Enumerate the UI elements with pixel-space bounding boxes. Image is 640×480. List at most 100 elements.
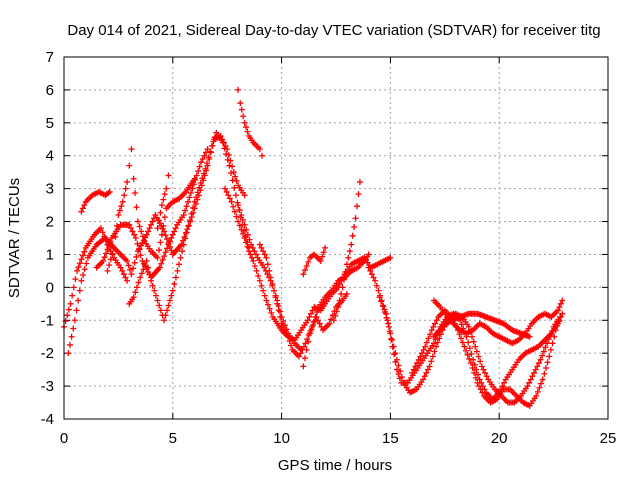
data-point: [163, 245, 170, 252]
data-point: [330, 317, 337, 324]
data-point: [168, 292, 175, 299]
series-track-15: [409, 307, 564, 409]
data-point: [179, 237, 186, 244]
data-point: [268, 309, 275, 316]
series-track-10: [256, 241, 372, 360]
data-point: [201, 152, 208, 159]
data-point: [157, 209, 164, 216]
data-point: [461, 343, 468, 350]
data-point: [542, 364, 549, 371]
y-tick-label: 2: [46, 214, 54, 231]
data-points: [61, 86, 566, 409]
data-point: [239, 216, 246, 223]
data-point: [187, 218, 194, 225]
data-point: [67, 300, 74, 307]
data-point: [230, 169, 237, 176]
data-point: [107, 256, 114, 263]
data-point: [473, 348, 480, 355]
data-point: [466, 355, 473, 362]
data-point: [176, 261, 183, 268]
data-point: [100, 258, 107, 265]
data-point: [235, 218, 242, 225]
data-point: [306, 313, 313, 320]
data-point: [118, 203, 125, 210]
data-point: [183, 203, 190, 210]
data-point: [256, 146, 263, 153]
data-point: [195, 168, 202, 175]
x-tick-label: 20: [491, 430, 508, 447]
axis-ticks: 0 5 10 15 20 25 -4 -3 -2 -1 0 1 2 3 4 5 6 7: [41, 49, 617, 447]
data-point: [75, 297, 82, 304]
data-point: [120, 271, 127, 278]
data-point: [397, 368, 404, 375]
data-point: [526, 333, 533, 340]
data-point: [182, 230, 189, 237]
data-point: [425, 335, 432, 342]
data-point: [161, 214, 168, 221]
data-point: [158, 231, 165, 238]
data-point: [409, 369, 416, 376]
data-point: [192, 176, 199, 183]
data-point: [154, 225, 161, 232]
data-point: [426, 363, 433, 370]
data-point: [65, 350, 72, 357]
data-point: [263, 297, 270, 304]
data-point: [199, 156, 206, 163]
data-point: [220, 139, 227, 146]
data-point: [319, 253, 326, 260]
data-point: [133, 253, 140, 260]
data-point: [424, 366, 431, 373]
data-point: [253, 267, 260, 274]
data-point: [388, 335, 395, 342]
data-point: [99, 229, 106, 236]
data-point: [225, 151, 232, 158]
data-point: [466, 345, 473, 352]
data-point: [393, 366, 400, 373]
data-point: [296, 353, 303, 360]
data-point: [310, 318, 317, 325]
data-point: [430, 340, 437, 347]
data-point: [233, 177, 240, 184]
data-point: [251, 248, 258, 255]
x-tick-label: 25: [600, 430, 617, 447]
data-point: [547, 346, 554, 353]
data-point: [309, 323, 316, 330]
data-point: [109, 250, 116, 257]
data-point: [239, 230, 246, 237]
data-point: [559, 310, 566, 317]
data-point: [193, 200, 200, 207]
data-point: [202, 149, 209, 156]
data-point: [372, 277, 379, 284]
data-point: [161, 317, 168, 324]
data-point: [256, 277, 263, 284]
y-tick-label: 4: [46, 148, 54, 165]
data-point: [74, 267, 81, 274]
data-point: [81, 266, 88, 273]
data-point: [80, 272, 87, 279]
data-point: [137, 252, 144, 259]
data-point: [126, 162, 133, 169]
data-point: [288, 342, 295, 349]
y-tick-label: 0: [46, 279, 54, 296]
data-point: [322, 244, 329, 251]
data-point: [130, 175, 137, 182]
data-point: [156, 217, 163, 224]
data-point: [283, 330, 290, 337]
data-point: [222, 185, 229, 192]
data-point: [160, 196, 167, 203]
data-point: [238, 211, 245, 218]
data-point: [303, 262, 310, 269]
data-point: [333, 308, 340, 315]
data-point: [415, 356, 422, 363]
data-point: [375, 287, 382, 294]
data-point: [104, 267, 111, 274]
data-point: [259, 152, 266, 159]
data-point: [458, 335, 465, 342]
data-point: [537, 356, 544, 363]
data-point: [459, 339, 466, 346]
data-point: [432, 320, 439, 327]
data-point: [352, 215, 359, 222]
data-point: [157, 307, 164, 314]
data-point: [244, 231, 251, 238]
